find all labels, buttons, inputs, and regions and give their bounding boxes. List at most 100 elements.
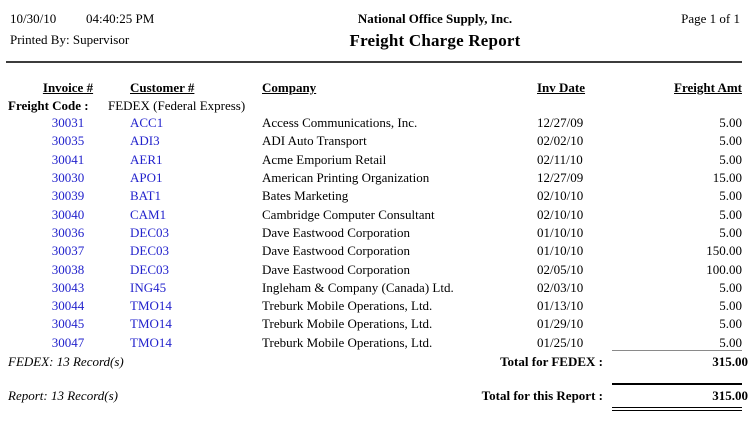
customer-number-link[interactable]: DEC03 <box>130 243 169 259</box>
page-header: 10/30/10 04:40:25 PM Printed By: Supervi… <box>10 11 740 51</box>
table-row: 30044 TMO14 Treburk Mobile Operations, L… <box>0 297 748 315</box>
freight-amount-cell: 5.00 <box>719 151 742 167</box>
invoice-number-link[interactable]: 30043 <box>51 279 85 295</box>
report-double-rule <box>612 407 742 411</box>
invoice-date-cell: 01/10/10 <box>537 243 584 259</box>
freight-amount-cell: 150.00 <box>706 243 742 259</box>
customer-number-link[interactable]: BAT1 <box>130 188 162 204</box>
invoice-number-link[interactable]: 30037 <box>51 243 85 259</box>
company-name: National Office Supply, Inc. <box>357 11 513 26</box>
group-record-count: FEDEX: 13 Record(s) <box>8 354 124 369</box>
group-total-label: Total for FEDEX : <box>500 354 603 369</box>
invoice-number-link[interactable]: 30044 <box>51 298 85 314</box>
invoice-number-link[interactable]: 30036 <box>51 224 85 240</box>
freight-amount-cell: 5.00 <box>719 279 742 295</box>
freight-amount-cell: 5.00 <box>719 206 742 222</box>
group-total-rule <box>612 350 742 351</box>
table-row: 30036 DEC03 Dave Eastwood Corporation 01… <box>0 224 748 242</box>
company-cell: Dave Eastwood Corporation <box>262 243 411 259</box>
customer-number-link[interactable]: DEC03 <box>130 261 169 277</box>
company-cell: Ingleham & Company (Canada) Ltd. <box>262 279 454 295</box>
company-cell: Cambridge Computer Consultant <box>262 206 435 222</box>
table-row: 30035 ADI3 ADI Auto Transport 02/02/10 5… <box>0 132 748 150</box>
invoice-number-link[interactable]: 30039 <box>51 188 85 204</box>
table-body: 30031 ACC1 Access Communications, Inc. 1… <box>0 114 748 352</box>
freight-amount-cell: 5.00 <box>719 224 742 240</box>
freight-amount-cell: 5.00 <box>719 188 742 204</box>
print-info: 10/30/10 04:40:25 PM Printed By: Supervi… <box>10 11 240 51</box>
company-cell: Dave Eastwood Corporation <box>262 261 411 277</box>
invoice-number-link[interactable]: 30038 <box>51 261 85 277</box>
report-footer: Report: 13 Record(s) Total for this Repo… <box>0 388 748 404</box>
company-cell: Bates Marketing <box>262 188 349 204</box>
group-total-value: 315.00 <box>712 354 748 369</box>
table-row: 30031 ACC1 Access Communications, Inc. 1… <box>0 114 748 132</box>
report-total-rule <box>612 383 742 385</box>
customer-number-link[interactable]: ADI3 <box>130 133 160 149</box>
table-row: 30038 DEC03 Dave Eastwood Corporation 02… <box>0 260 748 278</box>
invoice-number-link[interactable]: 30041 <box>51 151 85 167</box>
freight-amount-cell: 5.00 <box>719 298 742 314</box>
table-row: 30045 TMO14 Treburk Mobile Operations, L… <box>0 315 748 333</box>
invoice-number-link[interactable]: 30031 <box>51 115 85 131</box>
header-divider <box>6 61 742 63</box>
invoice-date-cell: 02/05/10 <box>537 261 584 277</box>
invoice-date-cell: 02/02/10 <box>537 133 584 149</box>
group-header: Freight Code : FEDEX (Federal Express) <box>0 98 748 114</box>
table-row: 30030 APO1 American Printing Organizatio… <box>0 169 748 187</box>
invoice-number-link[interactable]: 30045 <box>51 316 85 332</box>
freight-code-label: Freight Code : <box>8 98 89 113</box>
invoice-date-cell: 02/10/10 <box>537 188 584 204</box>
freight-amount-cell: 5.00 <box>719 316 742 332</box>
report-record-count: Report: 13 Record(s) <box>8 388 118 403</box>
report-total-value: 315.00 <box>712 388 748 403</box>
invoice-date-cell: 02/11/10 <box>537 151 583 167</box>
invoice-date-cell: 01/29/10 <box>537 316 584 332</box>
table-row: 30041 AER1 Acme Emporium Retail 02/11/10… <box>0 151 748 169</box>
invoice-number-link[interactable]: 30030 <box>51 170 85 186</box>
report-total-label: Total for this Report : <box>481 388 603 403</box>
customer-number-link[interactable]: TMO14 <box>130 334 172 350</box>
freight-amount-cell: 100.00 <box>706 261 742 277</box>
column-header-invoice: Invoice # <box>42 80 94 95</box>
customer-number-link[interactable]: AER1 <box>130 151 163 167</box>
company-cell: Treburk Mobile Operations, Ltd. <box>262 316 433 332</box>
customer-number-link[interactable]: DEC03 <box>130 224 169 240</box>
column-header-inv-date: Inv Date <box>537 80 586 95</box>
company-cell: Treburk Mobile Operations, Ltd. <box>262 334 433 350</box>
freight-amount-cell: 5.00 <box>719 133 742 149</box>
customer-number-link[interactable]: CAM1 <box>130 206 167 222</box>
invoice-date-cell: 02/10/10 <box>537 206 584 222</box>
invoice-number-link[interactable]: 30040 <box>51 206 85 222</box>
table-row: 30047 TMO14 Treburk Mobile Operations, L… <box>0 334 748 352</box>
customer-number-link[interactable]: ING45 <box>130 279 167 295</box>
invoice-date-cell: 12/27/09 <box>537 170 584 186</box>
freight-amount-cell: 5.00 <box>719 115 742 131</box>
invoice-number-link[interactable]: 30035 <box>51 133 85 149</box>
column-header-company: Company <box>262 80 317 95</box>
company-cell: Access Communications, Inc. <box>262 115 418 131</box>
table-row: 30039 BAT1 Bates Marketing 02/10/10 5.00 <box>0 187 748 205</box>
company-cell: Treburk Mobile Operations, Ltd. <box>262 298 433 314</box>
invoice-number-link[interactable]: 30047 <box>51 334 85 350</box>
customer-number-link[interactable]: TMO14 <box>130 298 172 314</box>
column-header-customer: Customer # <box>130 80 195 95</box>
company-cell: Acme Emporium Retail <box>262 151 387 167</box>
customer-number-link[interactable]: ACC1 <box>130 115 164 131</box>
column-header-freight-amt: Freight Amt <box>674 80 742 95</box>
customer-number-link[interactable]: APO1 <box>130 170 163 186</box>
customer-number-link[interactable]: TMO14 <box>130 316 172 332</box>
group-footer: FEDEX: 13 Record(s) Total for FEDEX : 31… <box>0 354 748 370</box>
report-title: Freight Charge Report <box>349 31 521 50</box>
report-header-center: National Office Supply, Inc. Freight Cha… <box>240 11 630 51</box>
invoice-date-cell: 01/13/10 <box>537 298 584 314</box>
invoice-date-cell: 01/10/10 <box>537 224 584 240</box>
freight-code-value: FEDEX (Federal Express) <box>108 98 246 113</box>
print-time: 04:40:25 PM <box>86 11 155 26</box>
page-number: Page 1 of 1 <box>681 11 740 26</box>
table-row: 30037 DEC03 Dave Eastwood Corporation 01… <box>0 242 748 260</box>
freight-amount-cell: 15.00 <box>712 170 742 186</box>
invoice-date-cell: 02/03/10 <box>537 279 584 295</box>
table-row: 30040 CAM1 Cambridge Computer Consultant… <box>0 205 748 223</box>
